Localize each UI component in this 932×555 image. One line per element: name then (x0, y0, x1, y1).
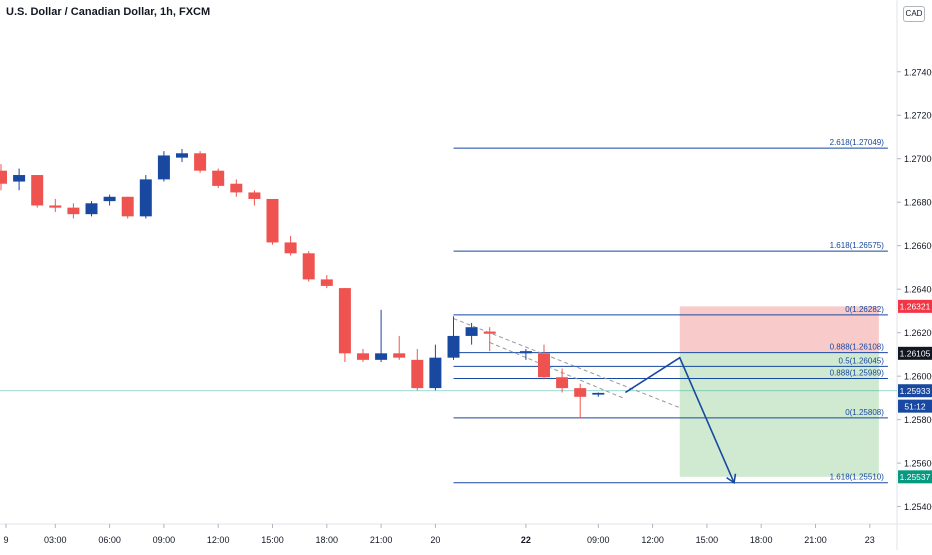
candle-body (194, 153, 207, 171)
candle-body (103, 196, 116, 202)
price-tag-stop (898, 299, 932, 313)
price-axis-label: 1.27400 (904, 67, 932, 77)
fib-level-label: 2.618(1.27049) (830, 138, 885, 147)
candle-body (85, 203, 98, 215)
price-tag-label: 51:12 (904, 401, 926, 411)
time-axis-label: 21:00 (370, 535, 393, 545)
candle-body (538, 353, 550, 378)
fib-level-label: 0.5(1.26045) (839, 356, 885, 365)
time-axis-label: 03:00 (44, 535, 67, 545)
candle-body (556, 377, 569, 389)
projection-path (625, 356, 735, 484)
candle-body (248, 192, 261, 199)
price-axis-label: 1.26200 (904, 328, 932, 338)
candle-body (121, 196, 134, 217)
price-axis-label: 1.27200 (904, 111, 932, 121)
price-axis-label: 1.26800 (904, 198, 932, 208)
trend-line (453, 318, 680, 409)
candle-body (284, 242, 297, 254)
candle-body (266, 198, 279, 243)
take-profit-zone (679, 353, 879, 477)
price-tag-countdown (898, 399, 932, 413)
candle-body (393, 353, 406, 358)
time-axis-label: 15:00 (696, 535, 719, 545)
candle-body (411, 359, 424, 389)
candle-body (338, 288, 351, 354)
candle-body (49, 205, 62, 208)
time-axis-label: 06:00 (98, 535, 121, 545)
time-axis-label: 18:00 (750, 535, 773, 545)
candle-body (13, 175, 26, 182)
price-axis-label: 1.25400 (904, 502, 932, 512)
candle-body (465, 327, 478, 336)
fib-level-label: 0.888(1.25989) (830, 369, 885, 378)
candle-body (157, 155, 170, 180)
time-axis-label: 12:00 (207, 535, 230, 545)
channel-line (489, 341, 626, 400)
candle-body (483, 331, 496, 334)
price-tag-label: 1.26105 (900, 349, 931, 359)
time-axis-label: 12:00 (641, 535, 664, 545)
candle-body (574, 388, 587, 397)
time-axis-label: 22 (521, 535, 531, 545)
time-axis-label: 18:00 (316, 535, 339, 545)
price-axis-label: 1.26000 (904, 372, 932, 382)
candle-body (67, 207, 80, 215)
candle-body (230, 183, 243, 193)
time-axis-label: 20 (430, 535, 440, 545)
fib-level-label: 0.888(1.26108) (830, 343, 885, 352)
price-tag-label: 1.25933 (900, 386, 931, 396)
projection-arrowhead (726, 473, 737, 485)
candle-body (302, 253, 315, 280)
chart-title: U.S. Dollar / Canadian Dollar, 1h, FXCM (6, 6, 211, 18)
candle-body (0, 170, 7, 184)
price-tag-label: 1.26321 (900, 302, 931, 312)
price-axis-label: 1.25800 (904, 415, 932, 425)
price-axis-label: 1.26600 (904, 241, 932, 251)
candle-body (31, 175, 44, 206)
price-tag-label: 1.25537 (900, 472, 931, 482)
candle-body (429, 357, 442, 389)
candle-body (519, 351, 532, 354)
time-axis-label: 21:00 (804, 535, 827, 545)
candle-body (375, 353, 388, 360)
candle-body (176, 153, 188, 158)
stop-loss-zone (679, 306, 879, 354)
price-tag-target (898, 470, 932, 484)
time-axis-label: 15:00 (261, 535, 284, 545)
price-axis-label: 1.26400 (904, 285, 932, 295)
price-tag-last (898, 384, 932, 398)
time-axis-label: 09:00 (153, 535, 176, 545)
candle-body (320, 279, 333, 286)
candle-body (592, 392, 605, 395)
price-axis-label: 1.27000 (904, 154, 932, 164)
time-axis-label: 09:00 (587, 535, 610, 545)
time-axis-label: 9 (3, 535, 8, 545)
fib-level-label: 0(1.25808) (845, 408, 884, 417)
price-axis-label: 1.25600 (904, 459, 932, 469)
currency-badge[interactable]: CAD (903, 6, 925, 22)
time-axis-label: 23 (865, 535, 875, 545)
price-tag-entry (898, 346, 932, 360)
candle-body (357, 353, 369, 360)
candle-body (139, 179, 152, 217)
fib-level-label: 1.618(1.26575) (830, 241, 885, 250)
candle-body (212, 170, 225, 186)
fib-level-label: 1.618(1.25510) (830, 473, 885, 482)
candle-body (447, 335, 460, 358)
fib-level-label: 0(1.26282) (845, 305, 884, 314)
